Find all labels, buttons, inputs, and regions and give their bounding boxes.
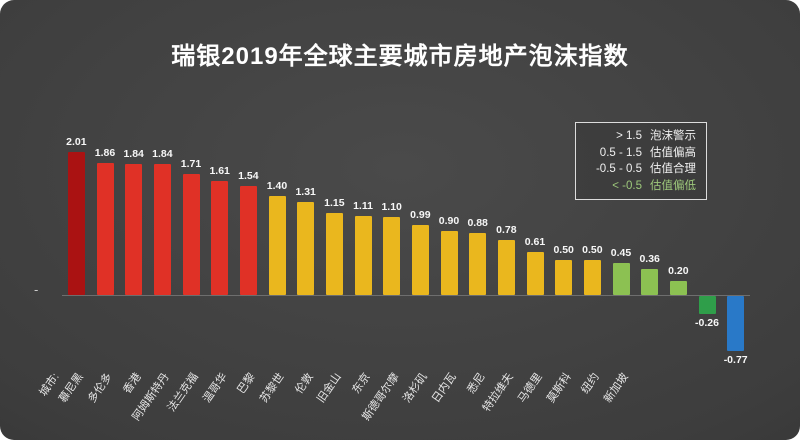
bar xyxy=(153,164,171,295)
legend-label: 估值偏高 xyxy=(650,146,696,159)
legend-range: -0.5 - 0.5 xyxy=(595,163,642,175)
bar xyxy=(125,164,143,295)
bar-value-label: 0.45 xyxy=(610,247,632,260)
bar-value-label: 0.99 xyxy=(410,208,431,221)
zero-axis-line xyxy=(62,295,750,296)
bar-value-label: 0.20 xyxy=(668,264,689,277)
bar xyxy=(182,173,200,295)
legend: > 1.5 泡沫警示 0.5 - 1.5 估值偏高 -0.5 - 0.5 估值合… xyxy=(575,122,707,200)
legend-label: 估值偏低 xyxy=(650,179,696,192)
bar-value-label: 1.15 xyxy=(324,197,345,210)
bar-value-label: 1.84 xyxy=(152,148,173,161)
y-axis-tick: - xyxy=(34,282,39,297)
legend-row-bubble: > 1.5 泡沫警示 xyxy=(584,128,698,145)
bar xyxy=(526,251,544,295)
bar xyxy=(96,162,114,295)
legend-label: 泡沫警示 xyxy=(650,130,696,142)
bar xyxy=(497,239,515,295)
bar xyxy=(440,231,458,295)
legend-range: > 1.5 xyxy=(616,130,642,142)
bar-value-label: 0.50 xyxy=(553,243,574,256)
bar-value-label: 1.61 xyxy=(209,164,230,177)
bar-value-label: -0.26 xyxy=(695,317,719,330)
bar xyxy=(698,296,716,315)
legend-row-undervalued: < -0.5 估值偏低 xyxy=(584,178,698,195)
bar xyxy=(583,259,601,295)
bar-value-label: 1.11 xyxy=(353,200,373,213)
bar-value-label: 2.01 xyxy=(66,136,87,149)
bar xyxy=(727,296,745,351)
bar xyxy=(411,224,429,295)
bar-value-label: 1.54 xyxy=(238,169,259,182)
bar xyxy=(469,232,487,295)
bar-value-label: 0.50 xyxy=(582,243,603,256)
bar-value-label: 1.86 xyxy=(94,146,116,159)
legend-row-fair: -0.5 - 0.5 估值合理 xyxy=(584,161,698,178)
bar-value-label: -0.77 xyxy=(723,353,748,366)
bar xyxy=(211,180,229,295)
bar xyxy=(354,216,372,295)
bar-value-label: 1.10 xyxy=(381,200,402,213)
bar xyxy=(641,269,659,295)
bar xyxy=(555,259,573,295)
bar-value-label: 0.90 xyxy=(438,215,460,228)
bar-value-label: 0.78 xyxy=(496,223,517,236)
bar-value-label: 0.88 xyxy=(467,216,488,229)
bar xyxy=(268,195,286,295)
bar xyxy=(669,280,687,295)
bar-value-label: 0.61 xyxy=(524,235,546,248)
legend-range: 0.5 - 1.5 xyxy=(599,146,642,159)
bar xyxy=(383,216,401,295)
bar xyxy=(325,213,343,295)
bar-value-label: 0.36 xyxy=(639,253,660,266)
bar-value-label: 1.40 xyxy=(266,179,288,192)
chart-title: 瑞银2019年全球主要城市房地产泡沫指数 xyxy=(171,43,629,70)
bar-value-label: 1.31 xyxy=(295,185,316,198)
bar-value-label: 1.71 xyxy=(180,157,202,170)
bar-value-label: 1.84 xyxy=(123,148,144,161)
legend-label: 估值合理 xyxy=(650,163,696,175)
bar xyxy=(297,201,315,295)
bar xyxy=(67,152,85,295)
legend-row-overvalued: 0.5 - 1.5 估值偏高 xyxy=(584,145,698,162)
bar xyxy=(239,185,257,295)
legend-range: < -0.5 xyxy=(612,179,642,192)
bar xyxy=(612,263,630,295)
